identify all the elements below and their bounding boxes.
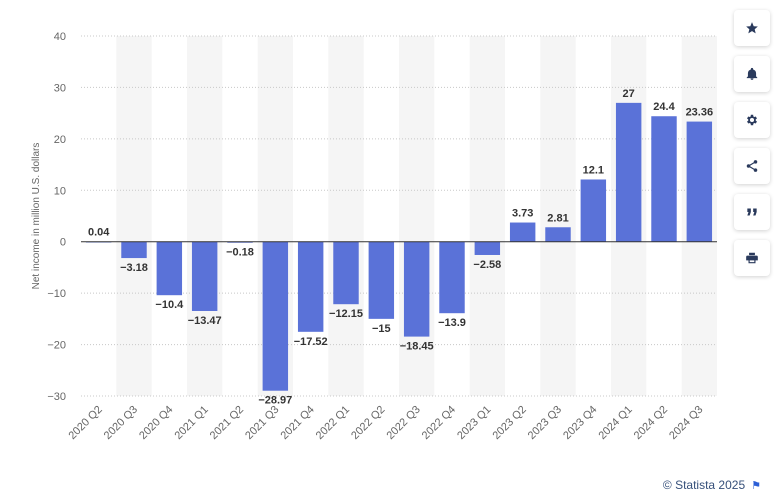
x-tick-label: 2021 Q2: [208, 404, 246, 442]
data-label: −0.18: [226, 247, 254, 259]
y-axis-title: Net income in million U.S. dollars: [31, 143, 42, 290]
bar[interactable]: [262, 241, 289, 391]
favorite-button[interactable]: [734, 10, 770, 46]
band: [469, 36, 505, 396]
x-tick-label: 2024 Q3: [667, 404, 705, 442]
quote-icon: [747, 208, 757, 216]
data-label: −3.18: [120, 262, 148, 274]
bars: [85, 102, 713, 391]
data-label: 3.73: [512, 208, 533, 220]
data-label: −13.9: [438, 317, 466, 329]
data-label: −12.15: [329, 308, 363, 320]
gear-icon: [747, 114, 757, 126]
settings-button[interactable]: [734, 102, 770, 138]
y-tick-label: −10: [47, 288, 66, 300]
y-tick-label: 10: [54, 185, 66, 197]
print-icon: [746, 252, 758, 264]
grid-lines: [81, 35, 717, 397]
bar[interactable]: [651, 116, 677, 242]
x-tick-label: 2020 Q2: [66, 404, 104, 442]
bar[interactable]: [403, 241, 430, 337]
y-tick-label: 0: [60, 237, 66, 249]
data-label: 2.81: [547, 212, 568, 224]
bar[interactable]: [297, 241, 324, 332]
x-tick-label: 2020 Q3: [102, 404, 140, 442]
bar[interactable]: [191, 241, 218, 311]
data-label: 27: [623, 88, 635, 100]
x-tick-label: 2022 Q2: [349, 404, 387, 442]
toolbar: [734, 10, 770, 286]
x-tick-label: 2020 Q4: [137, 404, 175, 442]
data-label: 12.1: [583, 164, 604, 176]
x-tick-label: 2021 Q1: [172, 404, 210, 442]
data-label: −28.97: [258, 395, 292, 407]
bar[interactable]: [509, 222, 536, 242]
print-button[interactable]: [734, 240, 770, 276]
band: [540, 36, 576, 396]
y-tick-label: 20: [54, 134, 66, 146]
data-label: −10.4: [155, 299, 184, 311]
credit-text: © Statista 2025: [662, 478, 746, 492]
y-tick-label: 40: [54, 31, 66, 43]
x-tick-label: 2024 Q2: [632, 404, 670, 442]
x-tick-label: 2024 Q1: [596, 404, 634, 442]
x-tick-label: 2021 Q4: [278, 404, 316, 442]
band: [328, 36, 364, 396]
bar[interactable]: [156, 241, 183, 296]
data-label: 23.36: [686, 107, 714, 119]
bar[interactable]: [121, 241, 147, 259]
data-label: 0.04: [88, 227, 110, 239]
x-tick-label: 2023 Q2: [490, 404, 528, 442]
band: [187, 36, 223, 396]
share-button[interactable]: [734, 148, 770, 184]
data-label: −13.47: [188, 315, 222, 327]
credit[interactable]: © Statista 2025 ⚑: [663, 478, 761, 492]
y-tick-label: 30: [54, 82, 66, 94]
bell-icon: [746, 67, 758, 80]
share-icon: [746, 160, 758, 172]
bar[interactable]: [580, 179, 607, 242]
y-tick-label: −20: [47, 340, 66, 352]
bar[interactable]: [615, 102, 642, 242]
band: [116, 36, 152, 396]
bar[interactable]: [439, 241, 465, 314]
x-tick-label: 2023 Q1: [455, 404, 493, 442]
star-icon: [746, 22, 758, 34]
notification-button[interactable]: [734, 56, 770, 92]
bar[interactable]: [333, 241, 359, 305]
data-label: −17.52: [294, 336, 328, 348]
data-label: −2.58: [473, 259, 501, 271]
flag-icon: ⚑: [751, 479, 761, 492]
x-tick-label: 2022 Q3: [384, 404, 422, 442]
x-tick-label: 2021 Q3: [243, 404, 281, 442]
x-tick-label: 2023 Q3: [526, 404, 564, 442]
bar[interactable]: [545, 227, 571, 242]
y-tick-label: −30: [47, 391, 66, 403]
y-axis-ticks: 40 30 20 10 0 −10 −20 −30: [47, 31, 66, 403]
bar[interactable]: [474, 241, 501, 255]
data-label: −15: [372, 323, 391, 335]
cite-button[interactable]: [734, 194, 770, 230]
data-labels: 0.04 −3.18 −10.4 −13.47 −0.18 −28.97 −17.52 −12…: [88, 88, 713, 407]
x-tick-label: 2022 Q4: [420, 404, 458, 442]
bar[interactable]: [686, 121, 713, 242]
x-tick-label: 2022 Q1: [314, 404, 352, 442]
data-label: −18.45: [400, 341, 434, 353]
x-tick-label: 2023 Q4: [561, 404, 599, 442]
data-label: 24.4: [653, 101, 675, 113]
bar[interactable]: [368, 241, 395, 319]
